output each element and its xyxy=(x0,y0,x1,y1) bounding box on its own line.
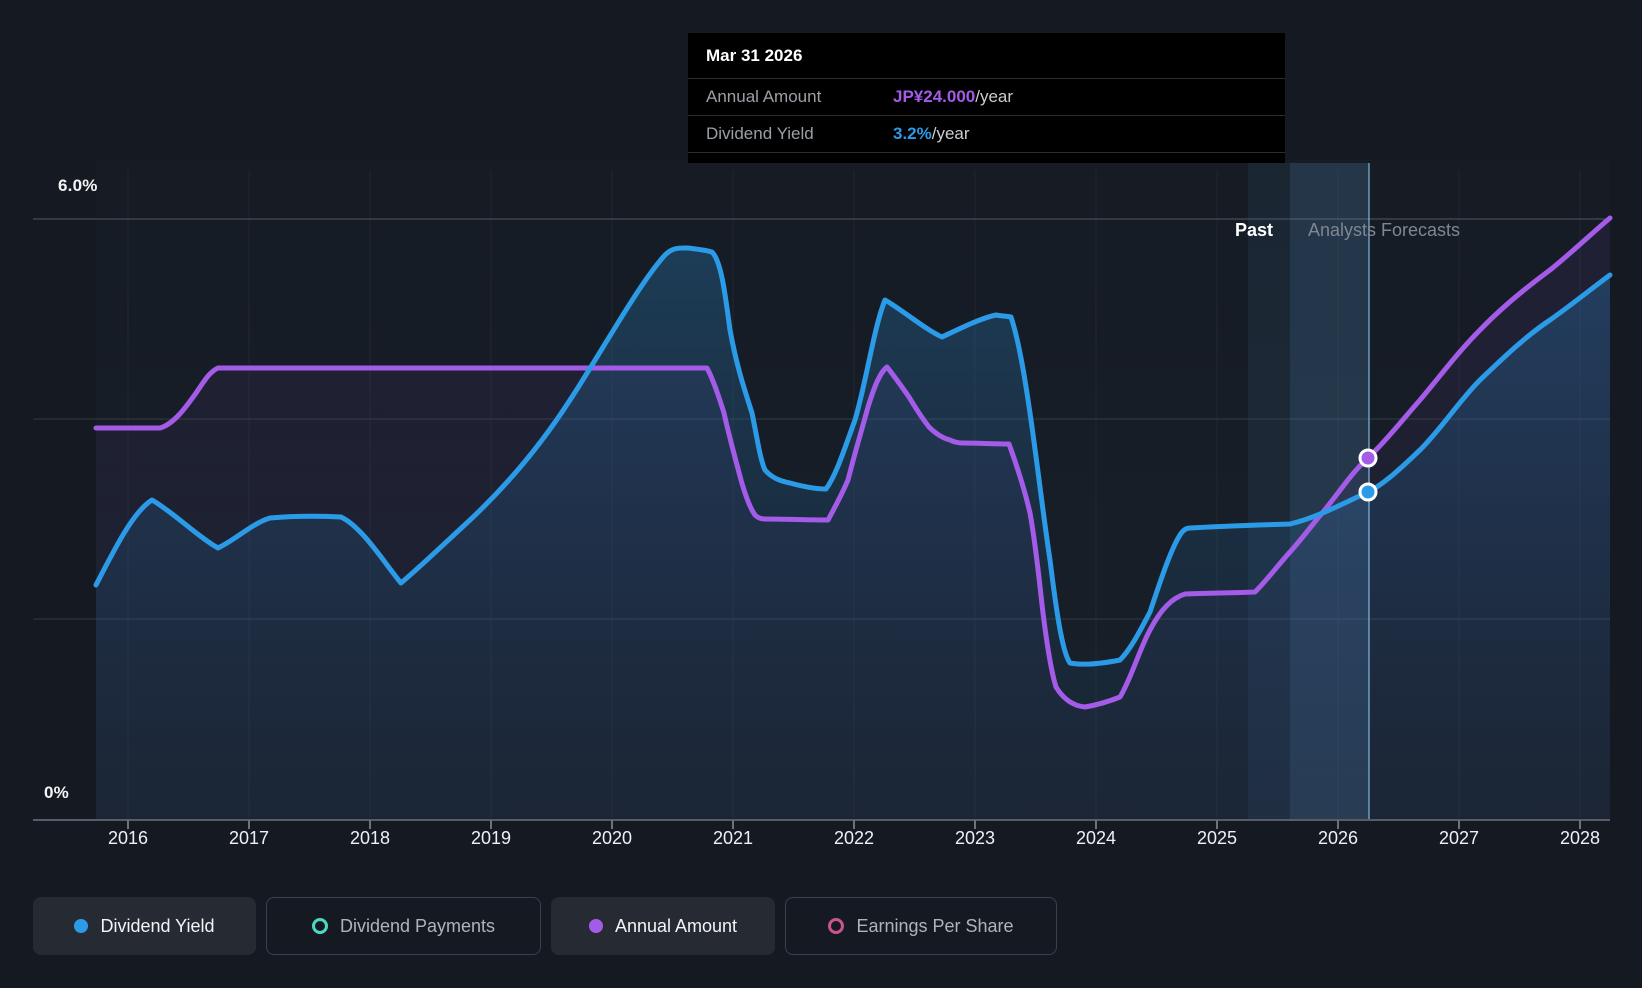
dividend-yield-marker xyxy=(1358,482,1378,502)
dividend-payments-ring-icon xyxy=(311,918,328,934)
earnings-per-share-ring-icon xyxy=(828,918,845,934)
legend-item-dividend-payments[interactable]: Dividend Payments xyxy=(266,897,541,955)
tooltip-value: JP¥24.000 xyxy=(893,87,976,106)
y-axis-label-top: 6.0% xyxy=(58,176,98,195)
annual-amount-marker xyxy=(1358,448,1378,468)
legend-label: Annual Amount xyxy=(614,915,738,936)
legend-label: Dividend Yield xyxy=(100,915,215,936)
x-axis-label-2028: 2028 xyxy=(1559,828,1601,848)
legend-item-dividend-yield[interactable]: Dividend Yield xyxy=(33,897,256,955)
tooltip-label: Annual Amount xyxy=(706,87,822,106)
x-axis-label-2019: 2019 xyxy=(470,828,512,848)
tooltip-date: Mar 31 2026 xyxy=(688,33,1285,79)
dividend-yield-area xyxy=(96,247,1610,819)
x-axis-ticks xyxy=(127,820,1581,829)
x-axis-label-2020: 2020 xyxy=(591,828,633,848)
x-axis-label-2018: 2018 xyxy=(349,828,391,848)
tooltip-suffix: /year xyxy=(931,124,970,143)
tooltip-value: 3.2% xyxy=(893,124,932,143)
x-axis-label-2016: 2016 xyxy=(107,828,149,848)
tooltip-row-dividend-yield: Dividend Yield 3.2%/year xyxy=(688,116,1285,153)
past-zone-label: Past xyxy=(1234,220,1273,240)
x-axis-label-2026: 2026 xyxy=(1317,828,1359,848)
tooltip-suffix: /year xyxy=(975,87,1014,106)
x-axis-label-2025: 2025 xyxy=(1196,828,1238,848)
legend: Dividend Yield Dividend Payments Annual … xyxy=(33,897,1057,955)
x-axis-label-2021: 2021 xyxy=(712,828,754,848)
x-axis-label-2023: 2023 xyxy=(954,828,996,848)
forecast-zone-label: Analysts Forecasts xyxy=(1308,220,1461,240)
x-axis-label-2022: 2022 xyxy=(833,828,875,848)
dividend-yield-line xyxy=(93,245,1613,667)
y-axis-label-bottom: 0% xyxy=(44,783,69,802)
x-axis-label-2027: 2027 xyxy=(1438,828,1480,848)
dividend-yield-dot-icon xyxy=(74,919,89,933)
legend-label: Dividend Payments xyxy=(339,915,496,936)
tooltip-row-annual-amount: Annual Amount JP¥24.000/year xyxy=(688,79,1285,116)
x-axis-label-2024: 2024 xyxy=(1075,828,1117,848)
tooltip-label: Dividend Yield xyxy=(706,124,814,143)
legend-label: Earnings Per Share xyxy=(856,915,1014,936)
legend-item-earnings-per-share[interactable]: Earnings Per Share xyxy=(785,897,1057,955)
chart-tooltip: Mar 31 2026 Annual Amount JP¥24.000/year… xyxy=(688,33,1285,163)
annual-amount-dot-icon xyxy=(588,919,603,933)
legend-item-annual-amount[interactable]: Annual Amount xyxy=(551,897,775,955)
x-axis-label-2017: 2017 xyxy=(228,828,270,848)
